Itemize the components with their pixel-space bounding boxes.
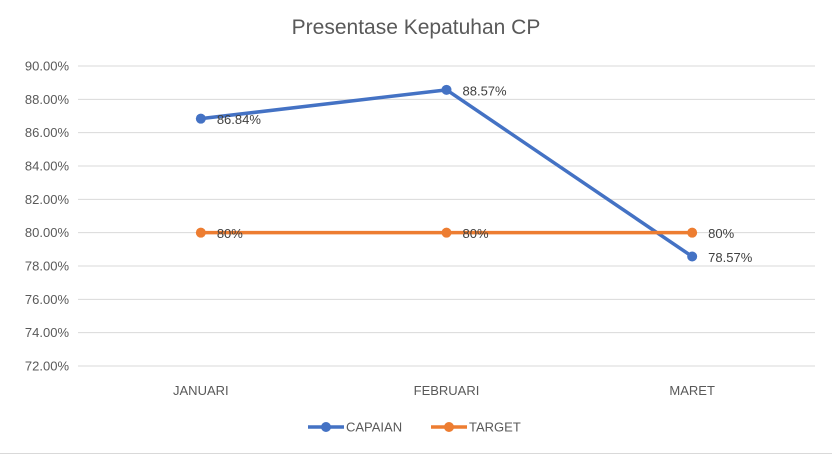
data-label-capaian: 88.57% — [463, 83, 508, 98]
legend-label: TARGET — [469, 420, 521, 435]
y-tick-label: 72.00% — [25, 359, 70, 374]
y-tick-label: 84.00% — [25, 159, 70, 174]
data-label-capaian: 78.57% — [708, 250, 753, 265]
data-point-target — [441, 227, 452, 238]
y-tick-label: 78.00% — [25, 259, 70, 274]
legend-label: CAPAIAN — [346, 420, 402, 435]
data-label-target: 80% — [463, 226, 489, 241]
x-tick-label: JANUARI — [173, 383, 229, 398]
y-tick-label: 80.00% — [25, 225, 70, 240]
y-tick-label: 86.00% — [25, 125, 70, 140]
y-tick-label: 90.00% — [25, 59, 70, 74]
y-tick-label: 76.00% — [25, 292, 70, 307]
data-label-capaian: 86.84% — [217, 112, 262, 127]
legend-swatch-marker — [321, 422, 331, 432]
legend-swatch-marker — [444, 422, 454, 432]
chart-title: Presentase Kepatuhan CP — [291, 16, 541, 39]
y-tick-label: 82.00% — [25, 192, 70, 207]
data-point-capaian — [441, 84, 452, 95]
x-tick-label: MARET — [669, 383, 715, 398]
data-point-target — [195, 227, 206, 238]
y-tick-label: 88.00% — [25, 92, 70, 107]
data-point-capaian — [687, 251, 698, 262]
data-point-capaian — [195, 113, 206, 124]
y-tick-label: 74.00% — [25, 325, 70, 340]
data-label-target: 80% — [217, 226, 243, 241]
x-tick-label: FEBRUARI — [414, 383, 480, 398]
data-label-target: 80% — [708, 226, 734, 241]
data-point-target — [687, 227, 698, 238]
